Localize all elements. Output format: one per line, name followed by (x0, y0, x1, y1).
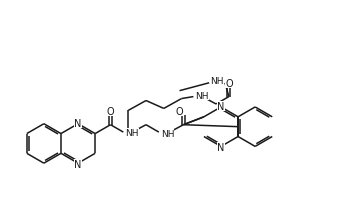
Text: O: O (176, 106, 183, 116)
Text: NH: NH (125, 128, 139, 137)
Text: O: O (225, 78, 233, 88)
Text: NH: NH (161, 129, 174, 138)
Text: N: N (217, 143, 225, 153)
Text: O: O (107, 106, 114, 116)
Text: N: N (74, 159, 82, 169)
Text: N: N (74, 118, 82, 128)
Text: NH: NH (210, 77, 224, 86)
Text: N: N (217, 102, 225, 111)
Text: NH: NH (195, 92, 209, 101)
